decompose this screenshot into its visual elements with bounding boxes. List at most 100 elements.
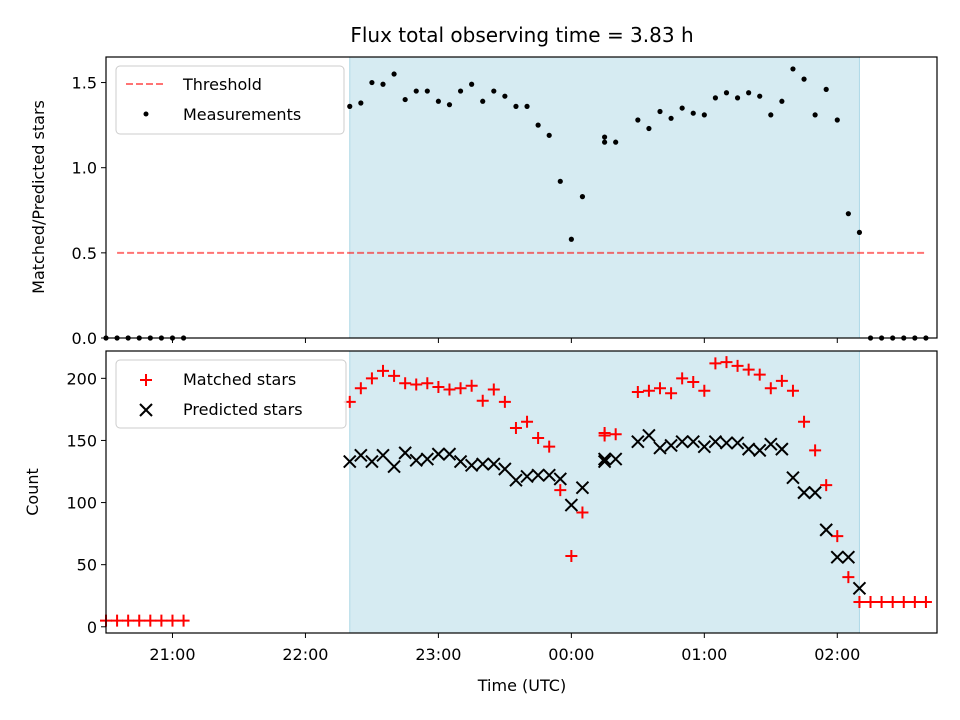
matched-star-marker	[842, 571, 855, 584]
matched-star-marker	[521, 415, 534, 428]
predicted-star-marker	[608, 452, 623, 466]
predicted-star-marker	[387, 459, 401, 474]
matched-star-marker	[753, 368, 766, 381]
predicted-star-marker	[431, 447, 446, 461]
matched-star-marker	[654, 382, 666, 395]
top-y-axis-label: Matched/Predicted stars	[29, 100, 48, 294]
matched-star-marker	[354, 382, 367, 395]
matched-star-marker	[388, 369, 401, 382]
matched-star-marker	[698, 384, 711, 397]
matched-star-marker	[133, 614, 146, 627]
measurement-point	[657, 108, 663, 115]
predicted-star-marker	[730, 436, 745, 450]
x-axis-label: Time (UTC)	[477, 676, 566, 695]
measurement-point	[845, 211, 851, 217]
x-tick-label: 01:00	[681, 645, 727, 664]
measurement-point	[391, 71, 397, 77]
matched-star-marker	[820, 479, 833, 492]
matched-star-marker	[166, 614, 179, 627]
matched-star-marker	[908, 595, 921, 608]
top-legend: Threshold Measurements	[115, 65, 345, 135]
predicted-star-marker	[841, 550, 856, 564]
matched-star-marker	[864, 595, 877, 608]
measurement-point	[668, 115, 674, 121]
top-axes-frame	[105, 56, 938, 339]
matched-star-marker	[554, 484, 567, 497]
predicted-star-marker	[753, 443, 767, 458]
measurement-point	[679, 105, 685, 111]
matched-star-marker	[543, 440, 556, 453]
matched-star-marker	[532, 431, 545, 444]
predicted-star-marker	[775, 442, 789, 456]
measurement-point	[579, 194, 586, 200]
matched-star-marker	[764, 382, 777, 395]
predicted-legend-swatch	[139, 403, 153, 417]
predicted-star-marker	[764, 437, 778, 451]
predicted-star-marker	[442, 447, 457, 461]
matched-star-marker	[642, 384, 655, 397]
measurement-point	[790, 66, 796, 72]
measurement-point	[358, 100, 364, 106]
measurement-point	[812, 112, 818, 118]
matched-star-marker	[365, 372, 378, 385]
predicted-star-marker	[542, 468, 556, 482]
matched-star-marker	[476, 394, 489, 407]
x-tick-label: 00:00	[548, 645, 594, 664]
predicted-star-marker	[476, 457, 490, 471]
matched-star-marker	[443, 383, 456, 396]
top-y-tick-label: 1.5	[72, 74, 97, 93]
predicted-star-marker	[631, 434, 645, 449]
predicted-star-marker	[830, 550, 844, 564]
bottom-panel: 0 50 100 150 200 21:00 22:00 23:00 00:00 01:00 02:…	[23, 350, 938, 695]
matched-star-marker	[598, 429, 611, 442]
threshold-legend-label: Threshold	[182, 75, 262, 94]
measurement-point	[723, 90, 730, 96]
bottom-shaded-interval	[349, 350, 860, 634]
predicted-star-marker	[708, 434, 723, 449]
matched-star-marker	[897, 595, 910, 608]
matched-star-marker	[886, 595, 899, 608]
measurements-legend-label: Measurements	[183, 105, 301, 124]
measurement-point	[801, 76, 807, 82]
predicted-star-marker	[453, 454, 468, 469]
measurement-point	[457, 88, 464, 94]
matched-legend-swatch	[140, 374, 152, 386]
measurement-point	[768, 112, 774, 118]
predicted-star-marker	[564, 498, 579, 512]
x-tick-label: 02:00	[814, 645, 860, 664]
bottom-y-tick-label: 150	[66, 431, 97, 450]
matched-star-marker	[609, 428, 622, 441]
matched-star-marker	[421, 377, 434, 390]
bottom-y-axis-label: Count	[23, 468, 42, 516]
matched-star-marker	[399, 377, 412, 390]
top-shaded-interval	[349, 56, 860, 339]
matched-star-marker	[432, 381, 445, 394]
top-y-tick-label: 0.0	[72, 329, 97, 348]
measurement-point	[424, 88, 430, 94]
measurement-point	[690, 110, 696, 116]
measurements-legend-swatch	[143, 111, 149, 117]
matched-star-marker	[731, 359, 744, 372]
predicted-star-marker	[553, 472, 567, 486]
measurement-point	[469, 81, 475, 87]
matched-star-marker	[709, 357, 722, 370]
measurement-point	[435, 98, 441, 104]
matched-star-marker	[809, 444, 822, 457]
measurement-point	[502, 93, 508, 99]
predicted-star-marker	[487, 457, 501, 471]
measurement-point	[602, 134, 608, 140]
predicted-star-marker	[343, 454, 357, 469]
top-panel: 0.0 0.5 1.0 1.5 Matched/Predicted stars Thr…	[29, 56, 938, 348]
measurement-point	[734, 95, 741, 101]
measurement-point	[380, 81, 386, 87]
matched-star-marker	[742, 363, 755, 376]
measurement-point	[513, 103, 519, 109]
measurement-point	[757, 93, 763, 99]
matched-star-marker	[919, 595, 932, 608]
predicted-star-marker	[398, 446, 412, 460]
measurement-point	[524, 103, 530, 109]
predicted-star-marker	[653, 441, 667, 455]
measurement-point	[746, 90, 752, 96]
matched-star-marker	[377, 364, 389, 377]
measurement-point	[557, 178, 563, 184]
